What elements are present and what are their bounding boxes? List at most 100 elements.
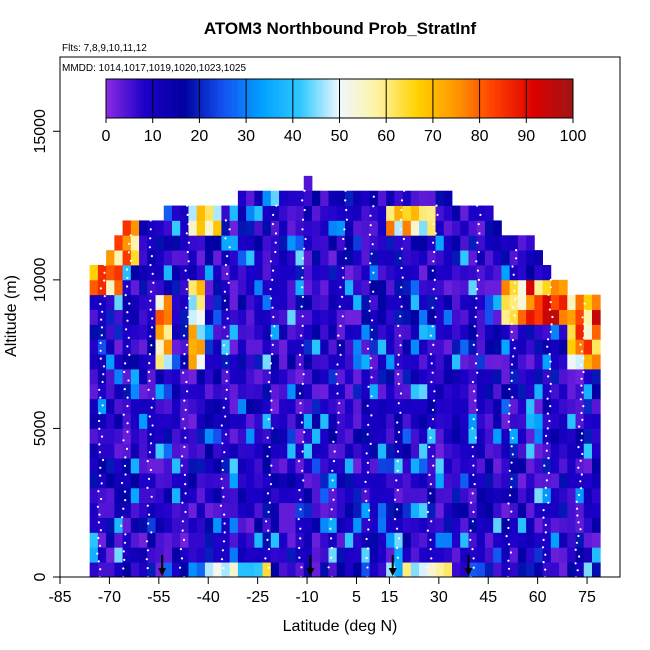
heatmap-cell [476, 294, 486, 310]
colorbar-segment [334, 79, 338, 118]
heatmap-cell [180, 324, 189, 340]
heatmap-cell [204, 562, 214, 577]
heatmap-cell [221, 369, 231, 385]
track-dot [397, 353, 400, 356]
colorbar-segment [152, 79, 156, 118]
colorbar-segment [127, 79, 130, 118]
heatmap-cell [353, 324, 362, 340]
heatmap-cell [509, 562, 519, 577]
track-dot [267, 418, 270, 421]
heatmap-cell [550, 383, 560, 400]
track-dot [510, 510, 513, 513]
heatmap-cell [312, 205, 321, 221]
colorbar-segment [325, 79, 329, 118]
track-dot [399, 218, 403, 221]
heatmap-cell [517, 562, 527, 577]
track-dot [122, 439, 125, 442]
heatmap-cell [369, 220, 379, 236]
colorbar-segment [332, 79, 336, 118]
heatmap-cell [460, 532, 469, 548]
heatmap-cell [386, 428, 395, 444]
colorbar-segment [215, 79, 219, 118]
heatmap-cell [336, 547, 346, 563]
track-dot [98, 388, 101, 391]
track-dot [301, 382, 304, 385]
heatmap-cell [410, 190, 420, 206]
heatmap-cell [476, 413, 486, 429]
heatmap-cell [254, 398, 263, 414]
heatmap-cell [196, 487, 206, 504]
heatmap-cell [361, 324, 371, 340]
track-dot [96, 552, 99, 555]
heatmap-cell [517, 279, 527, 296]
heatmap-cell [172, 487, 181, 504]
heatmap-cell [575, 502, 585, 518]
track-dot [431, 306, 434, 309]
track-dot [327, 566, 330, 569]
colorbar-segment [339, 79, 343, 118]
heatmap-cell [427, 458, 436, 474]
heatmap-cell [229, 517, 239, 533]
heatmap-cell [361, 547, 371, 563]
heatmap-cell [229, 547, 239, 563]
track-dot [99, 396, 102, 399]
colorbar-segment [481, 79, 485, 118]
track-dot [149, 219, 152, 222]
track-dot [546, 412, 550, 415]
heatmap-cell [460, 339, 469, 355]
track-dot [580, 377, 583, 380]
track-dot [435, 297, 438, 300]
track-dot [511, 338, 514, 342]
heatmap-cell [139, 383, 148, 400]
track-dot [149, 433, 152, 436]
heatmap-cell [295, 339, 305, 355]
track-dot [219, 504, 223, 507]
heatmap-cell [204, 517, 214, 533]
track-dot [339, 353, 342, 356]
heatmap-cell [386, 443, 395, 459]
track-dot [546, 345, 549, 348]
heatmap-cell [196, 383, 206, 400]
heatmap-cell [89, 532, 99, 548]
track-dot [223, 299, 226, 302]
heatmap-cell [534, 309, 543, 325]
heatmap-cell [501, 324, 511, 340]
colorbar-segment [509, 79, 513, 118]
colorbar-segment [341, 79, 345, 118]
heatmap-cell [369, 235, 379, 251]
heatmap-cell [130, 324, 140, 340]
track-dot [150, 290, 153, 293]
heatmap-cell [312, 532, 321, 548]
heatmap-cell [147, 354, 156, 370]
heatmap-cell [229, 562, 239, 577]
heatmap-cell [361, 443, 371, 459]
heatmap-cell [559, 294, 568, 310]
track-dot [223, 451, 226, 454]
heatmap-cell [139, 547, 148, 563]
colorbar-segment [526, 79, 529, 118]
heatmap-cell [493, 473, 502, 489]
heatmap-cell [106, 443, 115, 459]
track-dot [270, 399, 273, 402]
heatmap-cell [180, 458, 189, 474]
heatmap-cell [180, 279, 189, 296]
heatmap-cell [386, 339, 395, 355]
heatmap-cell [221, 413, 231, 429]
heatmap-cell [484, 309, 494, 325]
heatmap-cell [97, 532, 107, 548]
heatmap-cell [336, 265, 346, 281]
heatmap-cell [114, 235, 123, 251]
track-dot [427, 501, 430, 504]
heatmap-cell [344, 250, 354, 266]
x-axis: -85 -70 -55 -40 -25 -10 5 15 30 45 60 75 [48, 577, 596, 606]
heatmap-cell [246, 250, 255, 266]
heatmap-cell [526, 428, 535, 444]
heatmap-cell [344, 428, 354, 444]
track-dot [147, 370, 150, 374]
heatmap-cell [295, 443, 305, 459]
heatmap-cell [213, 517, 222, 533]
heatmap-cell [443, 502, 453, 518]
heatmap-cell [180, 265, 189, 281]
heatmap-cell [147, 398, 156, 414]
track-dot [581, 316, 584, 319]
